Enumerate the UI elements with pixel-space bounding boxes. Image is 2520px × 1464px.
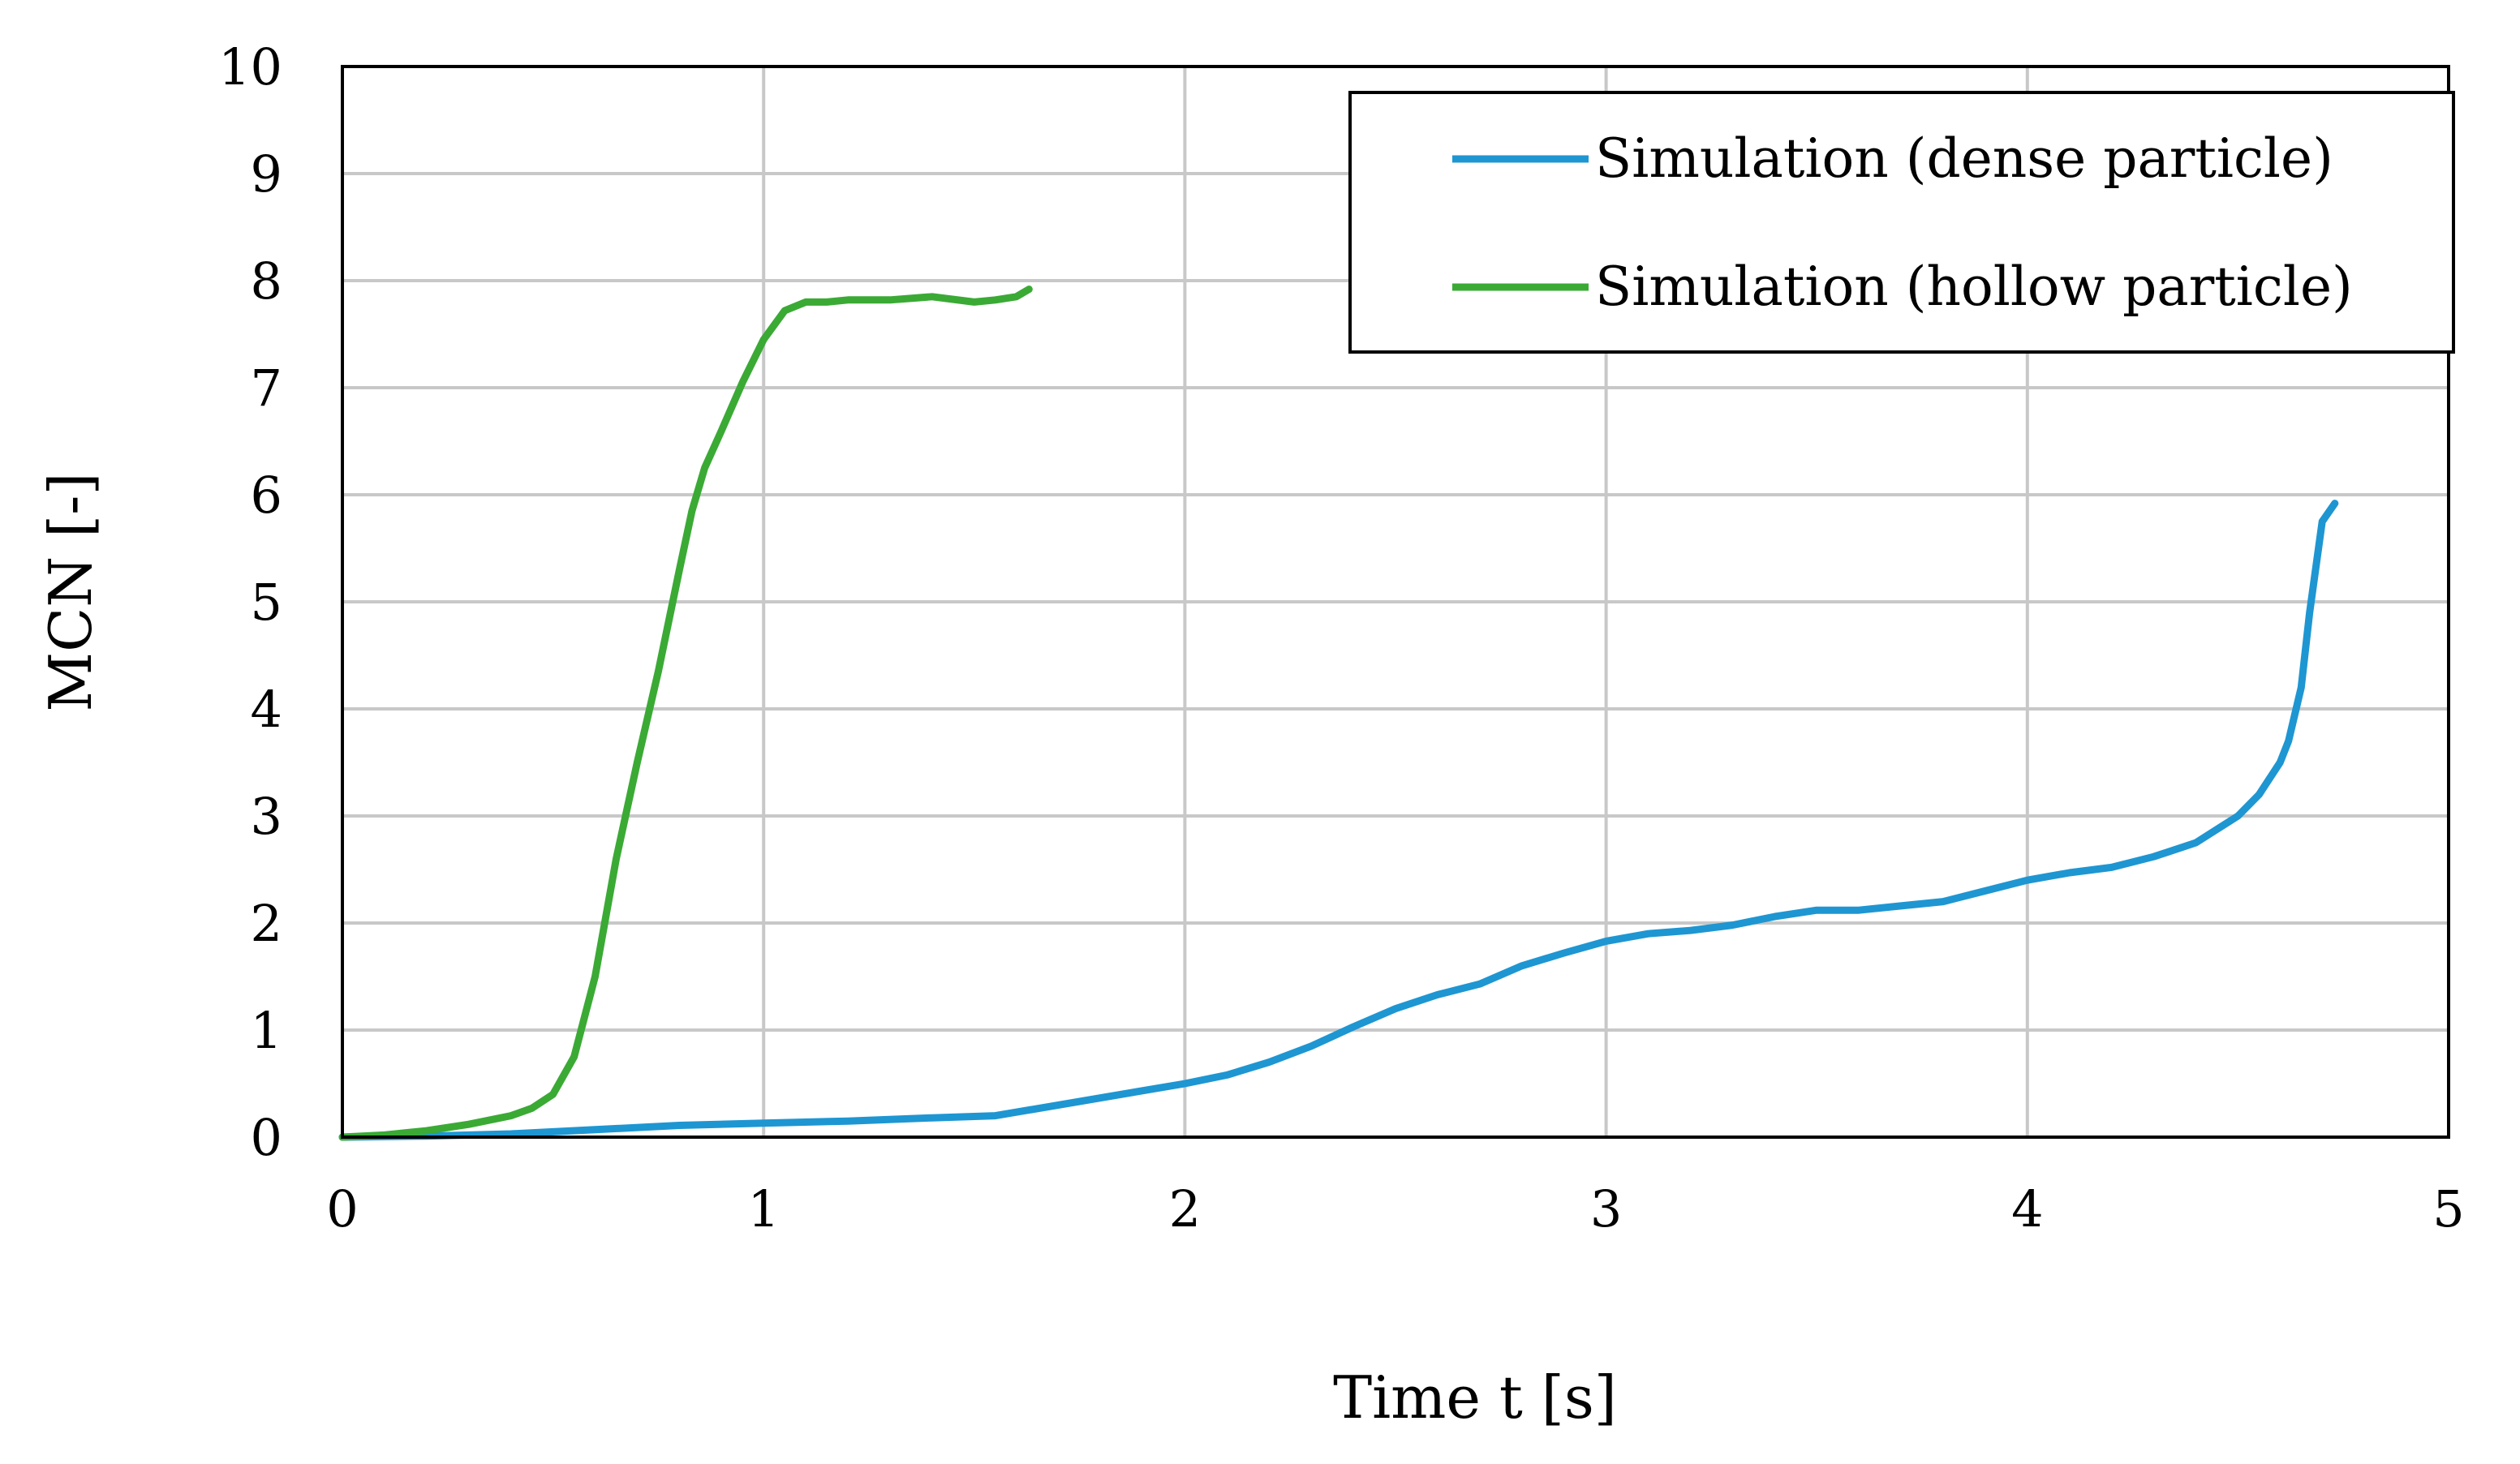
- plot-area-frame: [341, 65, 2450, 1139]
- y-tick-label: 7: [251, 358, 282, 418]
- legend-label-hollow: Simulation (hollow particle): [1595, 255, 2353, 318]
- series-layer: [338, 286, 2339, 1141]
- y-tick-label: 5: [251, 573, 282, 632]
- x-tick-label: 3: [1590, 1179, 1622, 1239]
- series-line-dense: [338, 500, 2339, 1141]
- x-tick-label: 4: [2011, 1179, 2043, 1239]
- y-axis-title: MCN [-]: [37, 472, 105, 711]
- x-tick-label: 2: [1169, 1179, 1201, 1239]
- x-tick-label: 5: [2432, 1179, 2464, 1239]
- legend-label-dense: Simulation (dense particle): [1595, 127, 2333, 190]
- y-tick-label: 1: [251, 1001, 282, 1060]
- legend-box: [1348, 91, 2455, 354]
- y-axis-ticks: 0 1 2 3 4 5 6 7 8 9 10: [218, 37, 282, 1167]
- y-tick-label: 0: [251, 1108, 282, 1167]
- y-tick-label: 3: [251, 787, 282, 846]
- x-axis-ticks: 0 1 2 3 4 5: [326, 1179, 2464, 1239]
- x-axis-title: Time t [s]: [1333, 1363, 1617, 1432]
- y-tick-label: 8: [251, 251, 282, 311]
- y-tick-label: 9: [251, 144, 282, 204]
- y-tick-label: 4: [251, 680, 282, 739]
- x-tick-label: 0: [326, 1179, 358, 1239]
- y-tick-label: 10: [218, 37, 282, 97]
- legend: Simulation (dense particle) Simulation (…: [1348, 91, 2455, 354]
- y-tick-label: 6: [251, 466, 282, 525]
- series-line-hollow: [338, 286, 1033, 1141]
- x-tick-label: 1: [747, 1179, 779, 1239]
- y-tick-label: 2: [251, 894, 282, 953]
